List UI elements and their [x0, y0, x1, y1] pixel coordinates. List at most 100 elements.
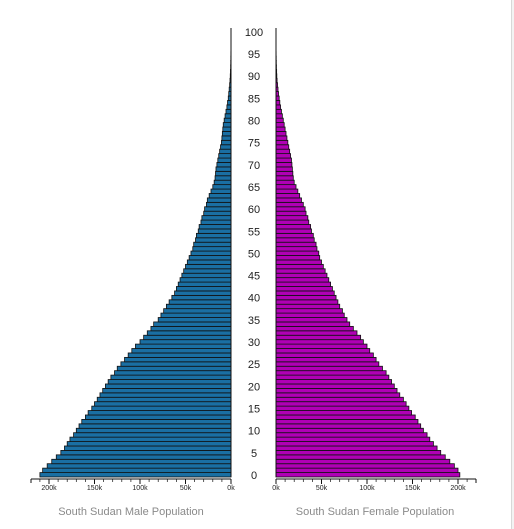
female-bar-age-54	[275, 232, 314, 239]
male-bar-age-27	[127, 352, 232, 358]
male-bar-age-10	[75, 427, 232, 434]
female-bar-age-57	[275, 219, 310, 225]
male-bar-age-67	[214, 175, 232, 181]
male-bar-age-73	[219, 148, 232, 155]
male-bar-age-46	[183, 268, 232, 274]
male-bar-age-58	[201, 215, 232, 221]
female-bar-age-22	[275, 374, 390, 380]
female-bar-age-7	[275, 441, 434, 447]
female-bar-age-39	[275, 299, 339, 305]
female-bar-age-31	[275, 334, 362, 341]
female-bar-age-0	[275, 472, 461, 478]
female-bar-age-1	[275, 467, 459, 473]
age-label: 90	[248, 71, 260, 83]
female-bar-age-2	[275, 463, 455, 469]
female-bar-age-10	[275, 427, 424, 434]
male-bar-age-7	[66, 441, 232, 447]
age-label: 20	[248, 381, 260, 393]
male-x-axis: 200k 150k 100k 50k 0k	[30, 478, 235, 492]
female-bar-age-23	[275, 370, 387, 376]
male-bar-age-47	[185, 263, 232, 270]
female-bar-age-11	[275, 423, 422, 429]
male-bar-age-25	[120, 361, 232, 367]
female-bar-age-42	[275, 286, 333, 292]
male-bar-age-26	[124, 356, 232, 363]
female-bar-age-82	[275, 108, 282, 115]
window-frame-edge	[511, 0, 514, 529]
female-bar-age-73	[275, 148, 291, 155]
male-bar-age-54	[196, 232, 232, 239]
female-tick-label: 200k	[450, 485, 466, 492]
female-bar-age-4	[275, 454, 446, 460]
male-bar-age-9	[73, 432, 232, 438]
age-label: 25	[248, 359, 260, 371]
female-bar-age-27	[275, 352, 374, 358]
female-bar-age-81	[275, 113, 283, 119]
female-bar-age-24	[275, 365, 383, 372]
female-bar-age-9	[275, 432, 428, 438]
age-label: 50	[248, 248, 260, 260]
female-bar-age-29	[275, 343, 368, 349]
male-bar-age-42	[175, 286, 232, 292]
female-bar-age-8	[275, 436, 431, 442]
male-bar-age-35	[157, 317, 232, 323]
female-bar-age-47	[275, 263, 324, 270]
male-bar-age-17	[96, 396, 232, 403]
male-bar-age-11	[78, 423, 232, 429]
female-bar-age-74	[275, 144, 290, 150]
female-bar-age-63	[275, 193, 301, 199]
male-bar-age-13	[85, 414, 232, 420]
male-bar-age-40	[171, 294, 232, 301]
female-bars-group	[275, 28, 461, 478]
male-bar-age-19	[102, 387, 232, 394]
age-labels-group: 0 5 10 15 20 25 30 35 40 45 50 55 60 65 70 75 80 85 90 95 10…	[245, 27, 263, 482]
male-bar-age-75	[221, 139, 232, 146]
male-bar-age-65	[212, 184, 232, 190]
male-bar-age-57	[200, 219, 232, 225]
male-bar-age-28	[131, 348, 232, 354]
female-bar-age-3	[275, 458, 451, 465]
male-bar-age-23	[114, 370, 232, 376]
female-bar-age-78	[275, 126, 286, 132]
age-label: 40	[248, 293, 260, 305]
female-bar-age-75	[275, 139, 289, 146]
female-bar-age-60	[275, 206, 306, 212]
female-bar-age-5	[275, 450, 442, 456]
male-bar-age-80	[223, 117, 232, 123]
male-bar-age-70	[216, 162, 232, 168]
male-bar-age-22	[110, 374, 232, 380]
male-bar-age-59	[203, 210, 232, 217]
male-bar-age-60	[204, 206, 232, 212]
male-bar-age-45	[181, 272, 232, 279]
male-bar-age-21	[107, 379, 232, 385]
female-bar-age-50	[275, 250, 320, 256]
female-bar-age-28	[275, 348, 371, 354]
male-bars-group	[39, 28, 232, 478]
male-bar-age-4	[55, 454, 232, 460]
female-bar-age-13	[275, 414, 416, 420]
age-label: 75	[248, 138, 260, 150]
male-bar-age-2	[46, 463, 232, 469]
female-bar-age-43	[275, 281, 331, 287]
male-bar-age-12	[81, 419, 232, 425]
male-bar-age-55	[197, 228, 232, 234]
age-label: 70	[248, 160, 260, 172]
female-bar-age-70	[275, 162, 293, 168]
male-bar-age-15	[91, 405, 232, 411]
female-bar-age-36	[275, 312, 345, 318]
age-label: 30	[248, 337, 260, 349]
female-bar-age-32	[275, 330, 358, 336]
age-label: 95	[248, 49, 260, 61]
female-bar-age-52	[275, 241, 317, 248]
female-bar-age-77	[275, 131, 287, 137]
female-bar-age-34	[275, 321, 351, 327]
male-bar-age-38	[165, 303, 232, 310]
male-bar-age-69	[215, 166, 232, 172]
female-bar-age-65	[275, 184, 297, 190]
age-label: 55	[248, 226, 260, 238]
male-bar-age-16	[94, 401, 232, 407]
male-tick-label: 150k	[87, 485, 103, 492]
male-bar-age-18	[99, 392, 232, 398]
male-bar-age-24	[116, 365, 232, 372]
male-bar-age-3	[51, 458, 232, 465]
